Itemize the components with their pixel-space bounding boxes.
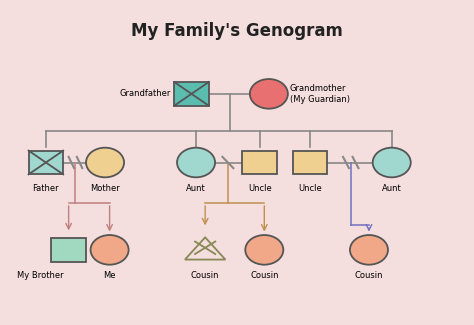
Ellipse shape (373, 148, 411, 177)
Text: Aunt: Aunt (186, 184, 206, 193)
Bar (292, 151, 327, 174)
Ellipse shape (86, 148, 124, 177)
Text: Me: Me (103, 271, 116, 280)
Text: Cousin: Cousin (250, 271, 279, 280)
Text: Mother: Mother (90, 184, 120, 193)
Text: Father: Father (33, 184, 59, 193)
Ellipse shape (91, 235, 128, 265)
Text: Cousin: Cousin (191, 271, 219, 280)
Bar (174, 82, 209, 106)
Text: My Brother: My Brother (18, 271, 64, 280)
Text: Uncle: Uncle (248, 184, 272, 193)
Text: Grandmother
(My Guardian): Grandmother (My Guardian) (290, 84, 350, 104)
Text: My Family's Genogram: My Family's Genogram (131, 22, 343, 40)
Text: Uncle: Uncle (298, 184, 322, 193)
Text: Aunt: Aunt (382, 184, 401, 193)
Bar (28, 151, 63, 174)
Ellipse shape (350, 235, 388, 265)
Ellipse shape (250, 79, 288, 109)
Ellipse shape (177, 148, 215, 177)
Ellipse shape (245, 235, 283, 265)
Text: Cousin: Cousin (355, 271, 383, 280)
Bar (243, 151, 277, 174)
Bar (51, 238, 86, 262)
Text: Grandfather: Grandfather (119, 89, 171, 98)
